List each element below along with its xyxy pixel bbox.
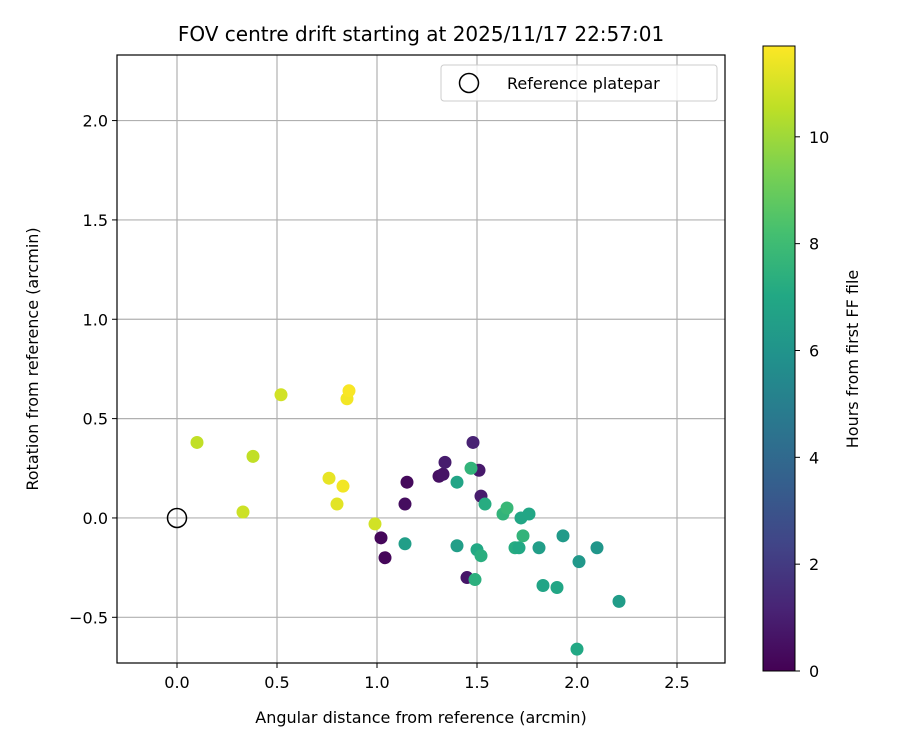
- scatter-point: [532, 541, 546, 555]
- scatter-point: [466, 435, 480, 449]
- scatter-point: [398, 497, 412, 511]
- scatter-point: [474, 549, 488, 563]
- legend-marker-icon: [458, 72, 480, 94]
- colorbar-tick-label: 0: [809, 662, 819, 681]
- scatter-point: [400, 475, 414, 489]
- scatter-point: [450, 475, 464, 489]
- y-axis-label: Rotation from reference (arcmin): [23, 227, 42, 490]
- reference-platepar-marker: [166, 507, 188, 529]
- colorbar-tick-label: 2: [809, 555, 819, 574]
- scatter-point: [570, 642, 584, 656]
- colorbar-tick-label: 6: [809, 341, 819, 360]
- scatter-point: [274, 388, 288, 402]
- scatter-point: [190, 435, 204, 449]
- scatter-point: [330, 497, 344, 511]
- scatter-point: [438, 455, 452, 469]
- colorbar-label: Hours from first FF file: [843, 270, 862, 449]
- scatter-point: [436, 467, 450, 481]
- colorbar: 0 2 4 6 8 10 Hours from first FF file: [762, 45, 862, 681]
- x-tick-label: 2.0: [564, 673, 589, 692]
- scatter-point: [368, 517, 382, 531]
- scatter-point: [572, 555, 586, 569]
- x-tick-label: 0.5: [264, 673, 289, 692]
- colorbar-gradient: [762, 45, 796, 672]
- x-tick-label: 2.5: [664, 673, 689, 692]
- scatter-point: [342, 384, 356, 398]
- scatter-point: [468, 573, 482, 587]
- chart-title: FOV centre drift starting at 2025/11/17 …: [178, 22, 664, 46]
- scatter-point: [322, 471, 336, 485]
- colorbar-tick-label: 10: [809, 128, 829, 147]
- scatter-point: [478, 497, 492, 511]
- x-tick-label: 1.5: [464, 673, 489, 692]
- scatter-point: [236, 505, 250, 519]
- scatter-point: [374, 531, 388, 545]
- x-axis-label: Angular distance from reference (arcmin): [255, 708, 586, 727]
- y-tick-label: 2.0: [83, 112, 108, 131]
- scatter-point: [550, 580, 564, 594]
- y-tick-label: 0.5: [83, 410, 108, 429]
- y-tick-label: 1.5: [83, 211, 108, 230]
- scatter-point: [500, 501, 514, 515]
- scatter-point: [512, 541, 526, 555]
- y-axis-ticks: −0.5 0.0 0.5 1.0 1.5 2.0: [69, 112, 117, 627]
- scatter-point: [556, 529, 570, 543]
- colorbar-tick-label: 4: [809, 448, 819, 467]
- scatter-point: [590, 541, 604, 555]
- y-tick-label: −0.5: [69, 608, 108, 627]
- scatter-point: [464, 461, 478, 475]
- y-tick-label: 1.0: [83, 310, 108, 329]
- scatter-point: [398, 537, 412, 551]
- scatter-point: [378, 551, 392, 565]
- scatter-point: [536, 579, 550, 593]
- y-tick-label: 0.0: [83, 509, 108, 528]
- legend: Reference platepar: [440, 64, 718, 102]
- scatter-point: [246, 449, 260, 463]
- colorbar-ticks: 0 2 4 6 8 10: [795, 128, 829, 681]
- scatter-point: [522, 507, 536, 521]
- x-tick-label: 0.0: [164, 673, 189, 692]
- scatter-point: [450, 539, 464, 553]
- x-axis-ticks: 0.0 0.5 1.0 1.5 2.0 2.5: [164, 663, 690, 692]
- scatter-point: [336, 479, 350, 493]
- x-tick-label: 1.0: [364, 673, 389, 692]
- colorbar-tick-label: 8: [809, 235, 819, 254]
- scatter-point: [612, 594, 626, 608]
- scatter-points: [190, 384, 626, 656]
- legend-entry-reference-platepar: Reference platepar: [507, 74, 660, 93]
- plot-frame: [116, 54, 726, 664]
- grid: [117, 55, 725, 663]
- scatter-point: [516, 529, 530, 543]
- legend-box: [440, 64, 718, 102]
